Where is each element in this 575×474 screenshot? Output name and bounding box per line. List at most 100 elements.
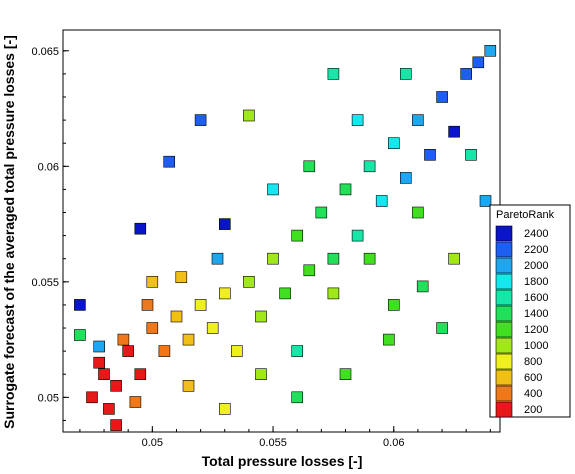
data-point xyxy=(351,114,364,126)
data-point xyxy=(141,299,154,311)
data-point xyxy=(448,125,460,138)
data-point xyxy=(375,195,388,207)
legend-title: ParetoRank xyxy=(496,209,555,221)
data-point xyxy=(315,206,328,219)
data-point xyxy=(122,345,134,357)
colorbar-swatch xyxy=(495,369,513,386)
data-point xyxy=(211,252,224,265)
data-point xyxy=(303,160,316,173)
data-point xyxy=(479,195,492,207)
data-point xyxy=(231,345,243,357)
data-point xyxy=(182,379,195,392)
data-point xyxy=(163,155,175,168)
data-point xyxy=(291,391,304,404)
data-points xyxy=(74,44,497,431)
data-point xyxy=(219,403,231,415)
colorbar-swatch xyxy=(495,385,513,402)
data-point xyxy=(412,206,424,219)
colorbar-swatch xyxy=(495,401,513,418)
colorbar-swatch xyxy=(495,225,513,242)
data-point xyxy=(110,419,122,431)
data-point xyxy=(146,275,159,288)
x-tick-label: 0.06 xyxy=(383,437,404,449)
data-point xyxy=(267,183,279,196)
colorbar-swatch xyxy=(495,241,513,258)
data-point xyxy=(134,222,147,235)
data-point xyxy=(460,68,473,80)
data-point xyxy=(327,252,340,265)
data-point xyxy=(436,91,448,103)
data-point xyxy=(93,340,105,353)
data-point xyxy=(98,368,110,381)
data-point xyxy=(484,44,497,57)
colorbar-label: 2400 xyxy=(524,228,548,240)
data-point xyxy=(243,109,255,122)
plot-frame xyxy=(62,29,501,433)
x-tick-label: 0.055 xyxy=(259,437,287,449)
data-point xyxy=(110,379,122,392)
data-point xyxy=(448,252,460,265)
data-point xyxy=(383,333,395,346)
colorbar-label: 1200 xyxy=(524,324,548,336)
colorbar-swatch xyxy=(495,321,513,338)
colorbar-label: 1800 xyxy=(524,276,548,288)
colorbar-label: 600 xyxy=(524,372,542,384)
colorbar-label: 1000 xyxy=(524,340,548,352)
data-point xyxy=(339,368,352,381)
data-point xyxy=(170,310,183,323)
data-point xyxy=(243,275,255,288)
data-point xyxy=(291,345,304,357)
colorbar-label: 1600 xyxy=(524,292,548,304)
colorbar-swatch xyxy=(495,273,513,290)
colorbar-label: 400 xyxy=(524,388,542,400)
data-point xyxy=(74,329,86,341)
data-point xyxy=(219,287,231,300)
y-tick-label: 0.065 xyxy=(31,46,59,58)
y-axis-title: Surrogate forecast of the averaged total… xyxy=(1,35,17,429)
colorbar-swatch xyxy=(495,305,513,322)
data-point xyxy=(134,368,147,381)
colorbar-legend: ParetoRank 2400 2200 2000 1800 1600 1400 1200 1… xyxy=(489,204,571,418)
x-axis-ticks: 0.05 0.055 0.06 xyxy=(79,426,491,449)
data-point xyxy=(424,149,436,161)
data-point xyxy=(363,252,376,265)
data-point xyxy=(387,299,400,311)
data-point xyxy=(465,149,477,161)
x-tick-label: 0.05 xyxy=(142,437,163,449)
data-point xyxy=(206,322,219,334)
data-point xyxy=(255,368,267,381)
data-point xyxy=(363,160,376,173)
data-point xyxy=(219,218,231,230)
data-point xyxy=(303,264,316,277)
data-point xyxy=(158,345,171,357)
data-point xyxy=(279,287,291,300)
colorbar-label: 1400 xyxy=(524,308,548,320)
data-point xyxy=(194,299,207,311)
data-point xyxy=(74,299,86,311)
data-point xyxy=(117,333,130,346)
data-point xyxy=(436,322,448,334)
y-tick-label: 0.055 xyxy=(31,277,59,289)
colorbar-swatch xyxy=(495,353,513,370)
data-point xyxy=(182,333,195,346)
x-axis-title: Total pressure losses [-] xyxy=(202,453,363,469)
y-tick-label: 0.05 xyxy=(38,392,59,404)
colorbar-label: 200 xyxy=(524,404,542,416)
data-point xyxy=(291,229,304,242)
data-point xyxy=(327,68,340,80)
data-point xyxy=(175,271,188,284)
data-point xyxy=(194,114,207,126)
data-point xyxy=(412,114,424,126)
y-axis-ticks: 0.05 0.055 0.06 0.065 xyxy=(31,46,69,421)
data-point xyxy=(86,391,98,404)
data-point xyxy=(103,403,115,415)
data-point xyxy=(416,280,429,293)
data-point xyxy=(339,183,352,196)
data-point xyxy=(255,310,267,323)
colorbar-swatch xyxy=(495,289,513,306)
colorbar-swatch xyxy=(495,337,513,354)
data-point xyxy=(399,172,412,184)
data-point xyxy=(93,356,105,369)
data-point xyxy=(351,229,364,242)
